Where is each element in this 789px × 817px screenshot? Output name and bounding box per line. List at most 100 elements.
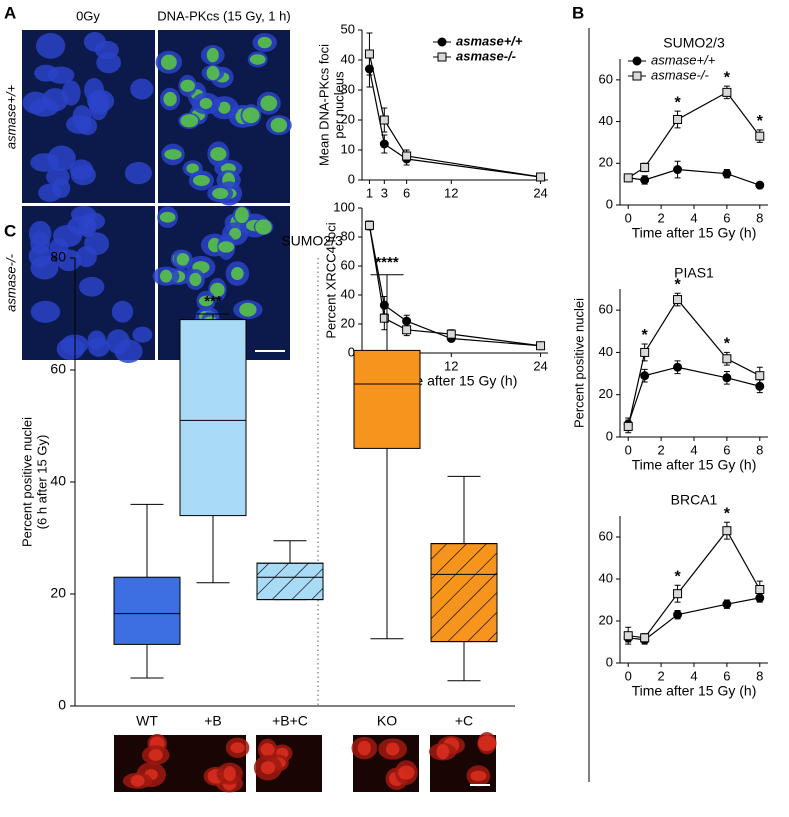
foci [470, 770, 487, 782]
x-tick-label: 12 [444, 185, 458, 200]
marker [673, 589, 683, 599]
x-tick-label: 6 [723, 668, 730, 683]
foci [180, 114, 199, 128]
box [179, 319, 247, 517]
foci [231, 267, 244, 281]
legend-label: asmase+/+ [651, 52, 716, 67]
nucleus [30, 153, 60, 172]
x-tick-label: 6 [403, 185, 410, 200]
series-line [368, 225, 541, 347]
x-tick-label: 2 [657, 442, 664, 457]
y-tick-label: 40 [599, 113, 613, 128]
marker [623, 173, 633, 183]
foci [260, 743, 275, 757]
foci [210, 282, 225, 297]
marker [640, 371, 650, 381]
x-tick-label: 8 [756, 210, 763, 225]
foci [163, 91, 177, 107]
y-tick-label: 0 [58, 697, 66, 713]
series-line [368, 225, 541, 347]
x-tick-label: 8 [756, 442, 763, 457]
foci [189, 272, 202, 287]
chart-title: PIAS1 [674, 265, 714, 281]
series-line [627, 298, 761, 427]
x-tick-label: +B [204, 713, 222, 729]
nucleus [30, 300, 61, 323]
foci [210, 147, 227, 161]
nucleus [132, 326, 153, 343]
y-tick-label: 40 [599, 344, 613, 359]
marker [673, 295, 683, 305]
foci [160, 54, 177, 70]
marker [673, 165, 683, 175]
marker [379, 139, 389, 149]
x-tick-label: 2 [657, 668, 664, 683]
marker [640, 347, 650, 357]
marker [536, 172, 546, 182]
panel-label: C [4, 221, 16, 240]
foci [270, 117, 288, 133]
marker [640, 175, 650, 185]
foci [229, 228, 242, 240]
y-tick-label: 40 [50, 473, 66, 489]
micrographs [22, 30, 497, 793]
marker [755, 371, 765, 381]
y-tick-label: 60 [599, 71, 613, 86]
marker [673, 362, 683, 372]
significance: * [757, 113, 764, 130]
y-tick-label: 20 [341, 111, 355, 126]
y-axis-label: (6 h after 15 Gy) [34, 435, 49, 530]
x-tick-label: 4 [690, 210, 697, 225]
marker [364, 220, 374, 230]
nucleus [114, 339, 143, 364]
marker [673, 610, 683, 620]
y-tick-label: 50 [341, 21, 355, 36]
x-tick-label: 12 [444, 358, 458, 373]
series-line [368, 53, 541, 178]
x-axis-label: Time after 15 Gy (h) [632, 225, 757, 241]
box [113, 576, 181, 645]
y-tick-label: 20 [599, 155, 613, 170]
x-tick-label: 2 [657, 210, 664, 225]
nucleus [28, 220, 52, 247]
y-tick-label: 40 [599, 570, 613, 585]
foci [242, 107, 260, 124]
foci [206, 65, 220, 81]
image-row-label: asmase-/- [3, 253, 18, 311]
foci [230, 742, 245, 754]
marker [623, 421, 633, 431]
nucleus [22, 91, 49, 114]
x-tick-label: 4 [690, 442, 697, 457]
marker [640, 162, 650, 172]
foci [198, 295, 214, 307]
y-axis-label: per nucleus [331, 71, 346, 139]
panel-label: B [572, 3, 584, 22]
marker [755, 585, 765, 594]
nucleus [79, 276, 105, 297]
x-axis-label: Time after 15 Gy (h) [632, 683, 757, 699]
marker [722, 354, 732, 364]
y-tick-label: 0 [348, 344, 355, 359]
x-tick-label: 8 [756, 668, 763, 683]
marker [755, 180, 765, 190]
box-hatch [256, 562, 324, 601]
marker [722, 169, 732, 179]
foci [218, 241, 235, 253]
x-tick-label: 0 [625, 210, 632, 225]
marker [640, 633, 650, 643]
foci [239, 302, 257, 317]
foci [206, 47, 219, 63]
x-tick-label: +C [455, 713, 473, 729]
x-tick-label: KO [377, 713, 397, 729]
marker [402, 325, 412, 335]
marker [446, 329, 456, 339]
nucleus [83, 31, 106, 52]
x-tick-label: +B+C [272, 713, 308, 729]
significance: * [674, 94, 681, 111]
foci [235, 207, 249, 224]
foci [478, 735, 496, 752]
nucleus [35, 33, 66, 59]
y-tick-label: 80 [50, 249, 66, 265]
nucleus [87, 330, 106, 350]
foci [436, 744, 450, 760]
